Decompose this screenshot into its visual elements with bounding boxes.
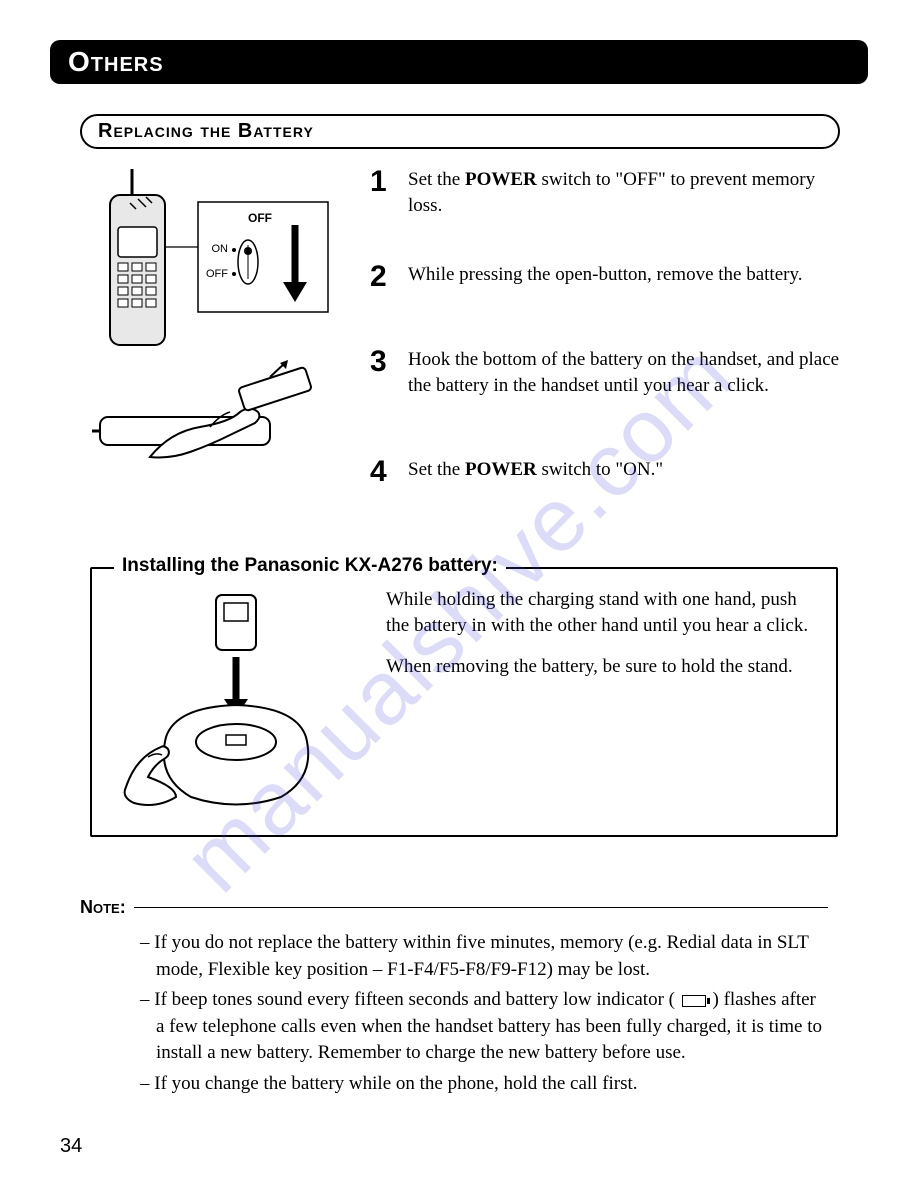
note-heading-label: Note: <box>80 897 126 918</box>
note-list: – If you do not replace the battery with… <box>140 930 828 1098</box>
install-battery-inner: While holding the charging stand with on… <box>106 587 822 817</box>
subsection-box: Replacing the Battery <box>80 114 840 149</box>
step-number: 3 <box>370 347 400 377</box>
step-number: 1 <box>370 167 400 197</box>
note-section: Note: – If you do not replace the batter… <box>80 897 828 1098</box>
step-text: Hook the bottom of the battery on the ha… <box>400 347 850 398</box>
step-text-bold: POWER <box>465 459 537 480</box>
install-battery-box: Installing the Panasonic KX-A276 battery… <box>90 567 838 837</box>
note-item: – If you do not replace the battery with… <box>140 930 828 983</box>
note-item: – If you change the battery while on the… <box>140 1071 828 1098</box>
manual-page: Others Replacing the Battery <box>0 0 918 1188</box>
switch-off-bottom-label: OFF <box>206 268 228 280</box>
install-battery-p2: When removing the battery, be sure to ho… <box>386 654 822 680</box>
step-1: 1 Set the POWER switch to "OFF" to preve… <box>370 167 850 218</box>
note-heading: Note: <box>80 897 828 918</box>
step-2: 2 While pressing the open-button, remove… <box>370 262 850 292</box>
battery-low-icon <box>682 995 706 1007</box>
note-item-text: If you change the battery while on the p… <box>154 1073 637 1094</box>
step-text-post: switch to "ON." <box>537 459 663 480</box>
step-4: 4 Set the POWER switch to "ON." <box>370 457 850 487</box>
note-item: – If beep tones sound every fifteen seco… <box>140 987 828 1067</box>
step-number: 4 <box>370 457 400 487</box>
section-header: Others <box>50 40 868 84</box>
install-battery-legend: Installing the Panasonic KX-A276 battery… <box>114 555 506 577</box>
section-header-title: Others <box>68 46 164 77</box>
switch-off-top-label: OFF <box>248 211 272 225</box>
install-battery-text: While holding the charging stand with on… <box>386 587 822 817</box>
step-text: Set the POWER switch to "OFF" to prevent… <box>400 167 850 218</box>
subsection-title: Replacing the Battery <box>98 120 314 142</box>
illustration-phone-switch: OFF ON OFF <box>90 167 340 347</box>
page-number: 34 <box>60 1135 82 1158</box>
note-item-text: If you do not replace the battery within… <box>154 932 808 980</box>
step-3: 3 Hook the bottom of the battery on the … <box>370 347 850 398</box>
step-text-pre: Set the <box>408 169 465 190</box>
install-battery-p1: While holding the charging stand with on… <box>386 587 822 638</box>
switch-on-label: ON <box>212 243 229 255</box>
step-text: While pressing the open-button, remove t… <box>400 262 802 288</box>
step-number: 2 <box>370 262 400 292</box>
note-heading-rule <box>134 907 828 908</box>
illustration-charging-stand <box>106 587 366 817</box>
illustration-insert-battery <box>90 357 340 477</box>
steps-area: OFF ON OFF <box>80 167 868 547</box>
step-text-pre: Set the <box>408 459 465 480</box>
step-text: Set the POWER switch to "ON." <box>400 457 663 483</box>
step-text-bold: POWER <box>465 169 537 190</box>
